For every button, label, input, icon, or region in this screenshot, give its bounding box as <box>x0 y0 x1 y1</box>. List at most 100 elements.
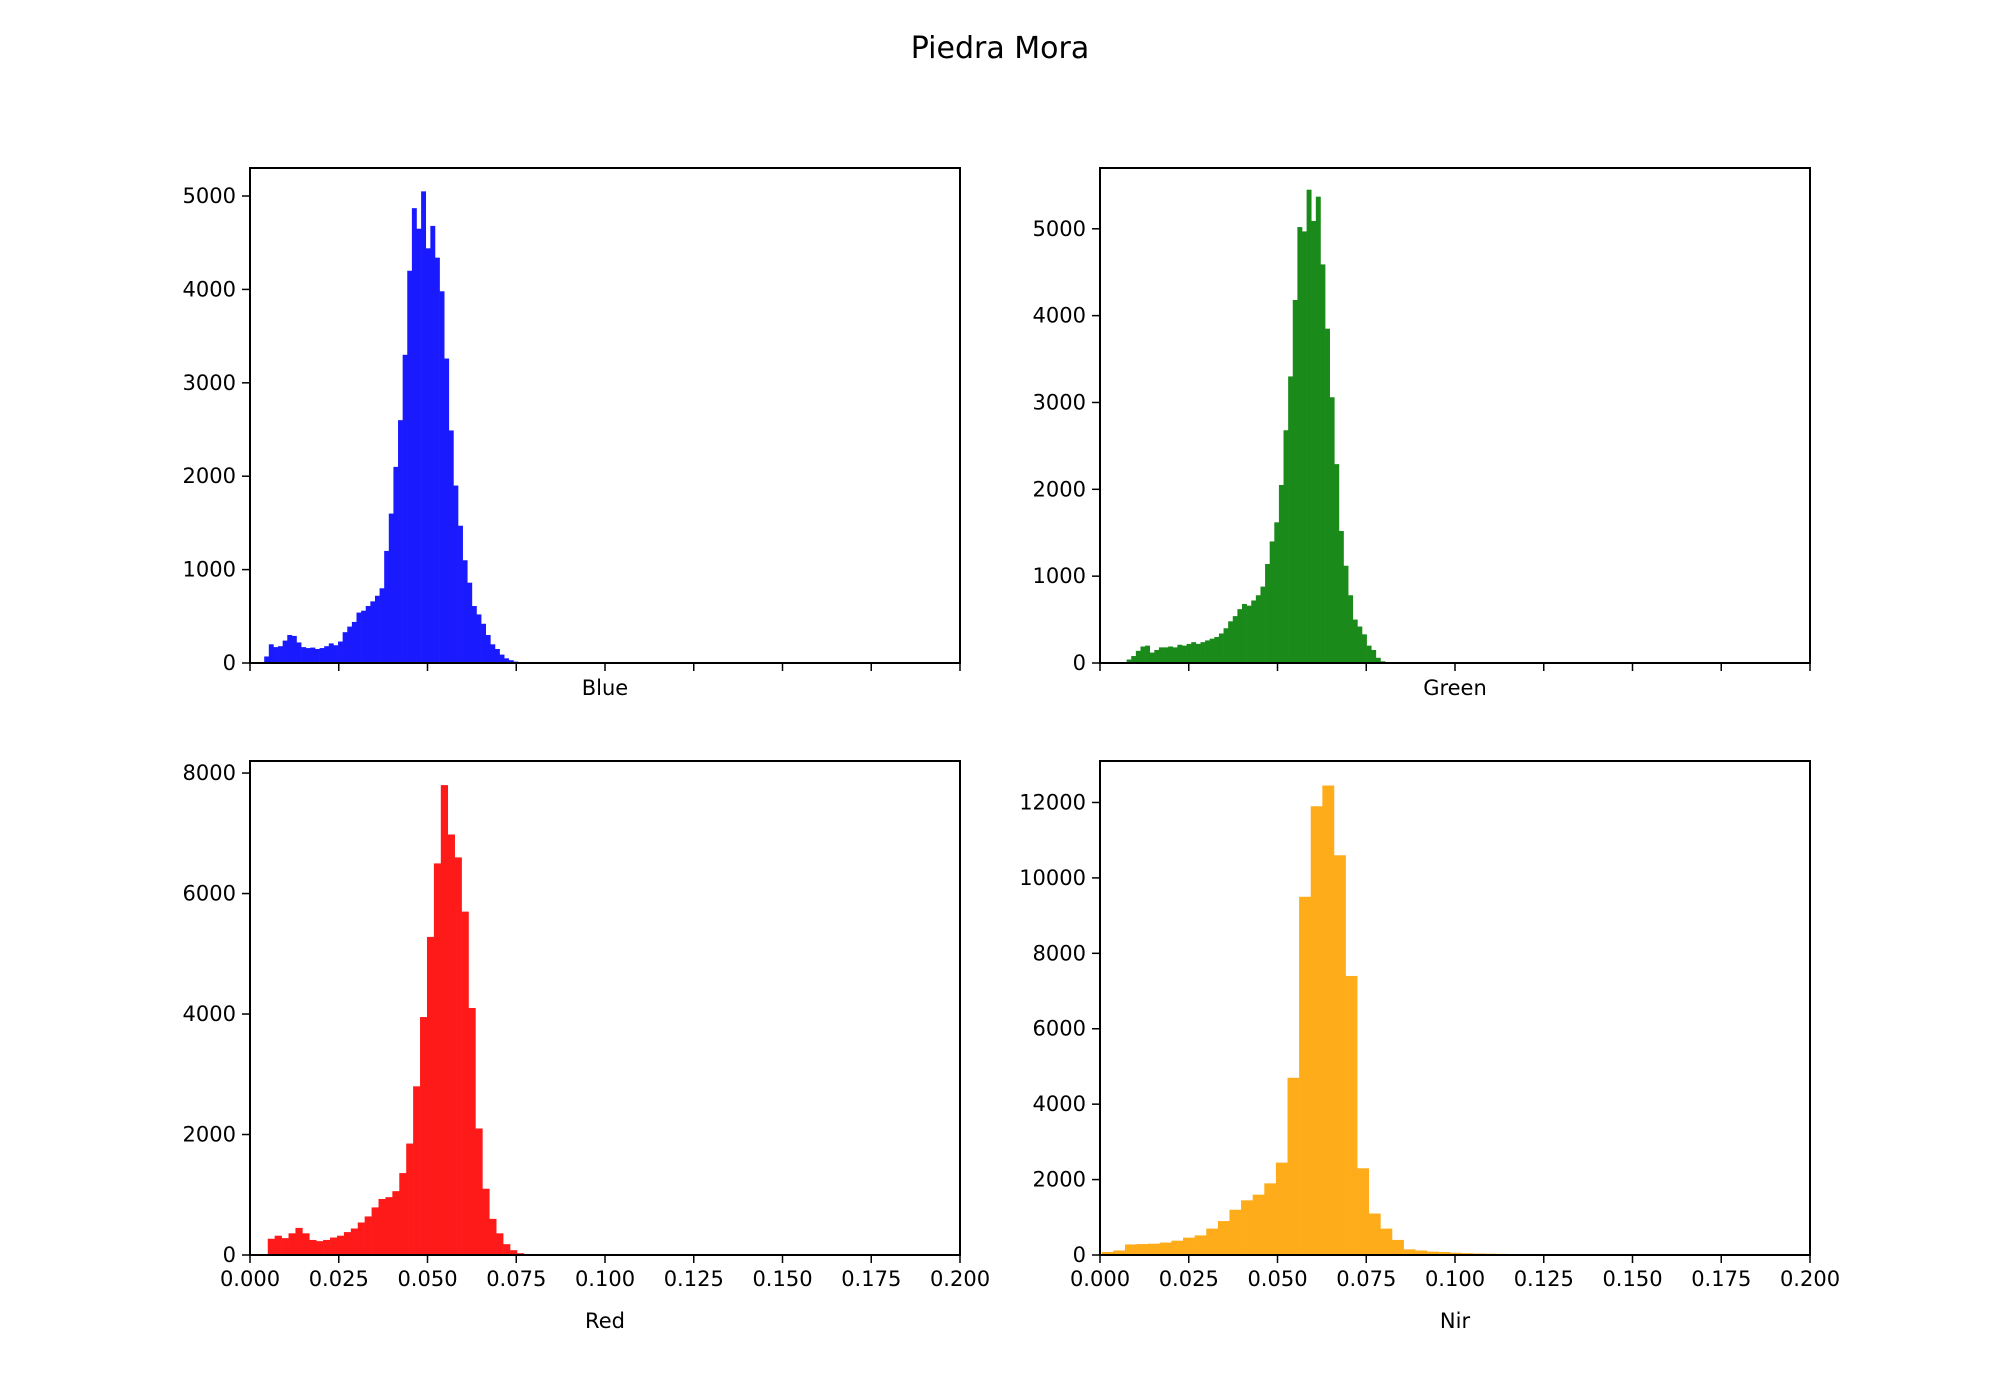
histogram-bar <box>1322 785 1335 1255</box>
histogram-bar <box>1352 619 1358 663</box>
x-tick-label: 0.150 <box>1602 1267 1662 1291</box>
y-tick-label: 3000 <box>183 371 236 395</box>
axes-frame-nir <box>1099 760 1811 1256</box>
histogram-bar <box>309 1239 317 1255</box>
bars-red <box>267 785 539 1255</box>
histogram-bar <box>1275 1162 1288 1255</box>
histogram-bar <box>1101 1251 1114 1255</box>
y-tick-label: 6000 <box>1033 1017 1086 1041</box>
histogram-bar <box>413 1086 421 1255</box>
histogram-bar <box>1148 1243 1161 1255</box>
histogram-bar <box>301 647 307 663</box>
histogram-bar <box>1149 652 1155 663</box>
x-tick-label: 0.050 <box>1247 1267 1307 1291</box>
histogram-bar <box>1135 650 1141 663</box>
histogram-bar <box>496 1233 504 1255</box>
histogram-green: 0 1000 2000 3000 4000 5000 Green <box>1033 167 1811 700</box>
histogram-bar <box>1206 1228 1219 1255</box>
histogram-bar <box>282 640 288 663</box>
histogram-bar <box>388 513 394 663</box>
histogram-bar <box>1371 649 1377 663</box>
y-tick-label: 1000 <box>1033 564 1086 588</box>
histogram-bar <box>485 634 491 663</box>
y-tick-label: 0 <box>1073 1243 1086 1267</box>
histogram-bar <box>273 647 279 663</box>
histogram-bar <box>467 582 473 663</box>
histogram-bar <box>510 1250 518 1255</box>
histogram-bar <box>421 191 427 663</box>
histogram-bar <box>1338 531 1344 663</box>
y-tick-label: 0 <box>223 1243 236 1267</box>
y-tick-label: 10000 <box>1019 866 1086 890</box>
y-tick-label: 2000 <box>1033 1168 1086 1192</box>
histogram-bar <box>1269 541 1275 663</box>
axes-frame-blue <box>249 167 961 664</box>
y-tick-label: 6000 <box>183 882 236 906</box>
histogram-bar <box>350 1228 359 1255</box>
x-tick-label: 0.000 <box>1070 1267 1130 1291</box>
histogram-bar <box>454 857 462 1255</box>
y-tick-label: 1000 <box>183 558 236 582</box>
y-tick-label: 0 <box>223 651 236 675</box>
histogram-bar <box>476 614 482 663</box>
x-axis-label: Nir <box>1440 1309 1471 1333</box>
histogram-bar <box>1288 376 1294 663</box>
histogram-bar <box>461 911 469 1255</box>
histogram-bar <box>1366 645 1372 663</box>
histogram-bar <box>319 648 325 663</box>
histogram-bar <box>342 632 348 663</box>
histogram-bar <box>1140 646 1146 663</box>
histogram-bar <box>1334 464 1340 663</box>
histogram-bar <box>448 430 454 663</box>
y-tick-label: 8000 <box>183 761 236 785</box>
histogram-bar <box>407 270 413 663</box>
histogram-bar <box>1301 231 1307 663</box>
x-tick-label: 0.075 <box>486 1267 546 1291</box>
histogram-bar <box>1209 638 1215 663</box>
histogram-bar <box>1145 645 1151 663</box>
histogram-bar <box>439 291 445 663</box>
histogram-bar <box>482 1188 490 1255</box>
histogram-bar <box>1368 1213 1381 1255</box>
x-tick-label: 0.175 <box>1691 1267 1751 1291</box>
histogram-bar <box>444 358 450 663</box>
histogram-bar <box>1195 643 1201 663</box>
y-tick-label: 4000 <box>183 277 236 301</box>
histogram-bar <box>393 466 399 663</box>
histogram-bar <box>287 634 293 663</box>
histogram-bar <box>302 1233 310 1255</box>
histogram-bar <box>1154 649 1160 663</box>
histogram-bar <box>316 1241 324 1255</box>
histogram-bar <box>1251 600 1257 663</box>
histogram-bar <box>1214 636 1220 663</box>
histogram-bar <box>1237 609 1243 663</box>
axes-frame-green <box>1099 167 1811 664</box>
x-tick-label: 0.125 <box>664 1267 724 1291</box>
histogram-bar <box>296 642 302 663</box>
histogram-bar <box>504 658 510 663</box>
x-tick-label: 0.050 <box>397 1267 457 1291</box>
histogram-bar <box>1438 1251 1451 1255</box>
histogram-bar <box>370 601 376 663</box>
histogram-bar <box>288 1233 296 1255</box>
histogram-bar <box>343 1232 352 1255</box>
y-tick-label: 2000 <box>1033 477 1086 501</box>
y-tick-label: 4000 <box>1033 1092 1086 1116</box>
histogram-bar <box>1158 647 1164 663</box>
x-tick-label: 0.025 <box>1159 1267 1219 1291</box>
histogram-bar <box>1113 1250 1126 1255</box>
axes-frame-red <box>249 760 961 1256</box>
histogram-bar <box>1310 806 1323 1255</box>
histogram-bar <box>1229 1209 1242 1255</box>
histogram-bar <box>357 1222 365 1255</box>
histogram-panels: 0 1000 2000 3000 4000 5000 Blue 0 1000 2000 3000 40… <box>183 167 1840 1333</box>
histogram-bar <box>1297 227 1303 664</box>
histogram-bar <box>274 1235 282 1255</box>
histogram-bar <box>481 623 487 663</box>
histogram-bar <box>1292 300 1298 663</box>
histogram-bar <box>398 420 403 663</box>
x-axis-label: Blue <box>582 676 628 700</box>
histogram-bar <box>1283 430 1289 663</box>
histogram-bar <box>499 654 505 663</box>
histogram-bar <box>1191 642 1197 663</box>
